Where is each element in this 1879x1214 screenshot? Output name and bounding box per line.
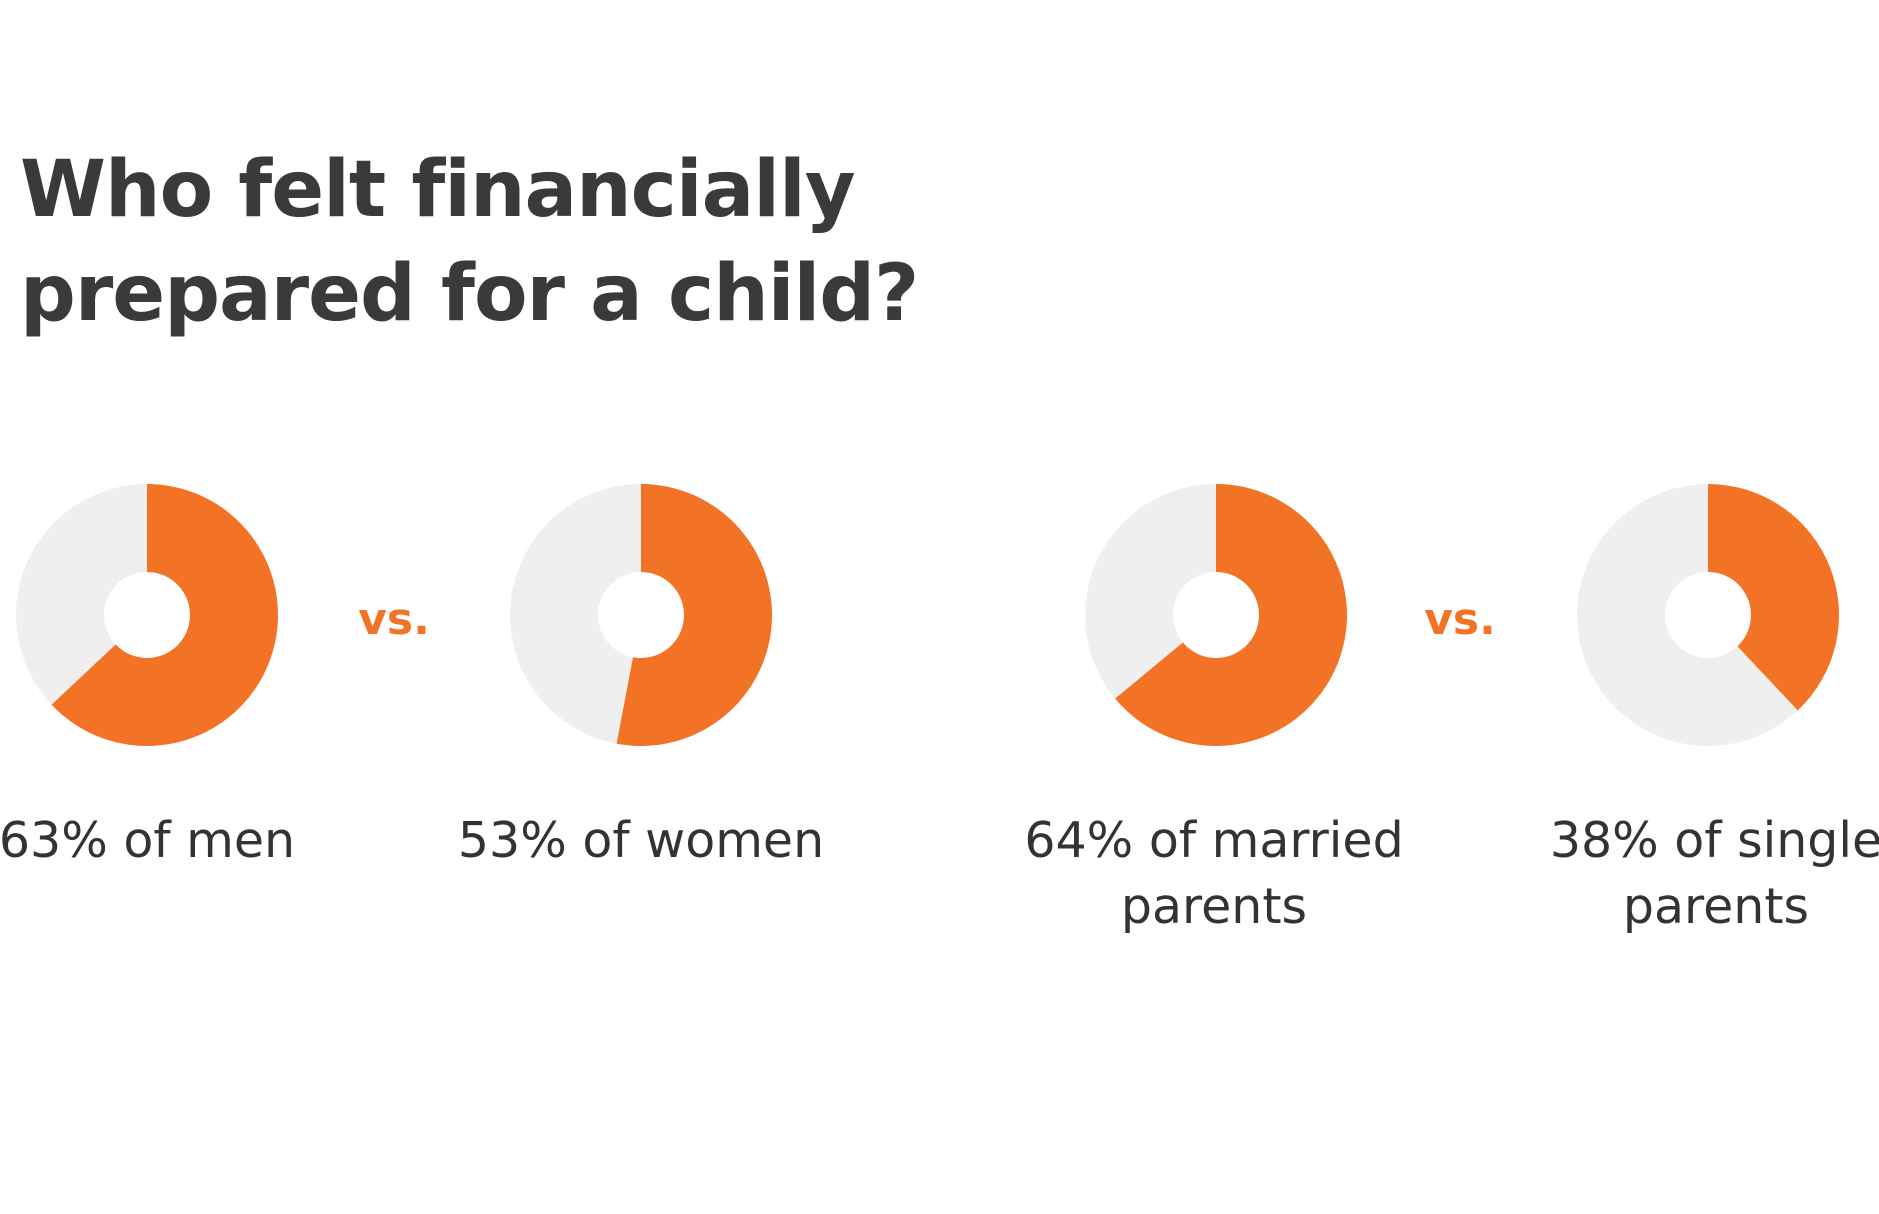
donut-slice-married-parents-remainder — [1085, 484, 1216, 699]
donut-slice-women-prepared — [616, 484, 772, 746]
label-single-parents-line-1: 38% of single — [1549, 812, 1879, 869]
donut-slice-women-remainder — [509, 484, 641, 744]
chart-title: Who felt financially prepared for a chil… — [20, 138, 919, 346]
donut-chart-women — [509, 484, 772, 746]
vs-label-gender: vs. — [358, 594, 430, 645]
label-married-parents-line-1: 64% of married — [1024, 812, 1404, 869]
label-married-parents-line-2: parents — [1120, 878, 1308, 935]
label-men: 63% of men — [0, 808, 377, 874]
chart-title-line-2: prepared for a child? — [20, 249, 919, 339]
donut-slice-single-parents-remainder — [1577, 484, 1798, 746]
donut-chart-single-parents — [1577, 484, 1839, 746]
donut-slice-single-parents-prepared — [1708, 484, 1839, 711]
label-men-line-1: 63% of men — [0, 812, 296, 869]
donut-slice-men-remainder — [16, 484, 147, 705]
donut-slice-men-prepared — [51, 484, 278, 746]
label-married-parents: 64% of married parents — [984, 808, 1444, 940]
donut-chart-married-parents — [1085, 484, 1347, 746]
label-single-parents-line-2: parents — [1622, 878, 1810, 935]
donut-chart-men — [16, 484, 278, 746]
label-single-parents: 38% of single parents — [1486, 808, 1879, 940]
vs-label-parents: vs. — [1424, 594, 1496, 645]
label-women: 53% of women — [411, 808, 871, 874]
chart-title-line-1: Who felt financially — [20, 145, 856, 235]
label-women-line-1: 53% of women — [457, 812, 825, 869]
donut-slice-married-parents-prepared — [1115, 484, 1347, 746]
